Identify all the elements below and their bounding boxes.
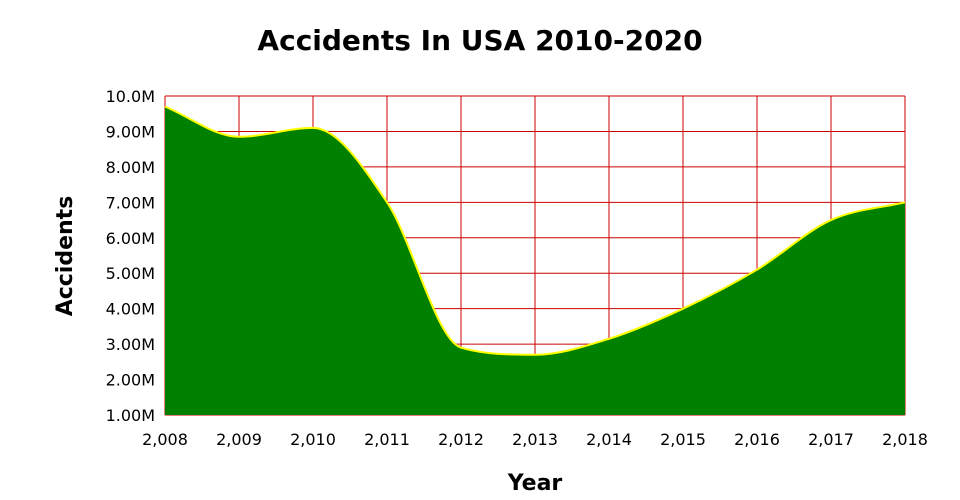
y-tick-label: 3.00M (106, 335, 155, 354)
y-tick-label: 4.00M (106, 300, 155, 319)
x-tick-label: 2,011 (364, 430, 410, 449)
y-tick-label: 7.00M (106, 193, 155, 212)
tick-layer: 2,008 2,009 2,010 2,011 2,012 2,013 2,014 2,015… (106, 87, 928, 449)
x-tick-label: 2,013 (512, 430, 558, 449)
y-tick-label: 9.00M (106, 122, 155, 141)
y-tick-label: 5.00M (106, 264, 155, 283)
x-tick-label: 2,012 (438, 430, 484, 449)
y-tick-label: 10.0M (106, 87, 155, 106)
series-area (165, 106, 905, 415)
x-tick-label: 2,016 (734, 430, 780, 449)
x-tick-label: 2,009 (216, 430, 262, 449)
x-tick-label: 2,018 (882, 430, 928, 449)
y-axis-title: Accidents (53, 196, 78, 317)
x-tick-label: 2,014 (586, 430, 632, 449)
series-layer (164, 105, 906, 415)
y-tick-label: 2.00M (106, 371, 155, 390)
x-axis-title: Year (507, 471, 563, 496)
series-line (164, 105, 906, 356)
x-tick-label: 2,015 (660, 430, 706, 449)
x-tick-label: 2,017 (808, 430, 854, 449)
y-tick-label: 8.00M (106, 158, 155, 177)
x-tick-label: 2,008 (142, 430, 188, 449)
y-tick-label: 1.00M (106, 406, 155, 425)
chart-title: Accidents In USA 2010-2020 (257, 24, 703, 57)
x-tick-label: 2,010 (290, 430, 336, 449)
y-tick-label: 6.00M (106, 229, 155, 248)
